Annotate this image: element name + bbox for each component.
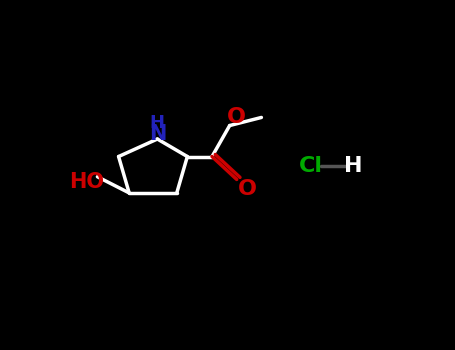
Text: Cl: Cl [299, 156, 323, 176]
Text: HO: HO [69, 172, 104, 192]
Text: O: O [227, 107, 246, 127]
Text: O: O [238, 179, 257, 199]
Text: H: H [150, 114, 165, 132]
Text: N: N [149, 124, 166, 144]
Text: H: H [344, 156, 362, 176]
